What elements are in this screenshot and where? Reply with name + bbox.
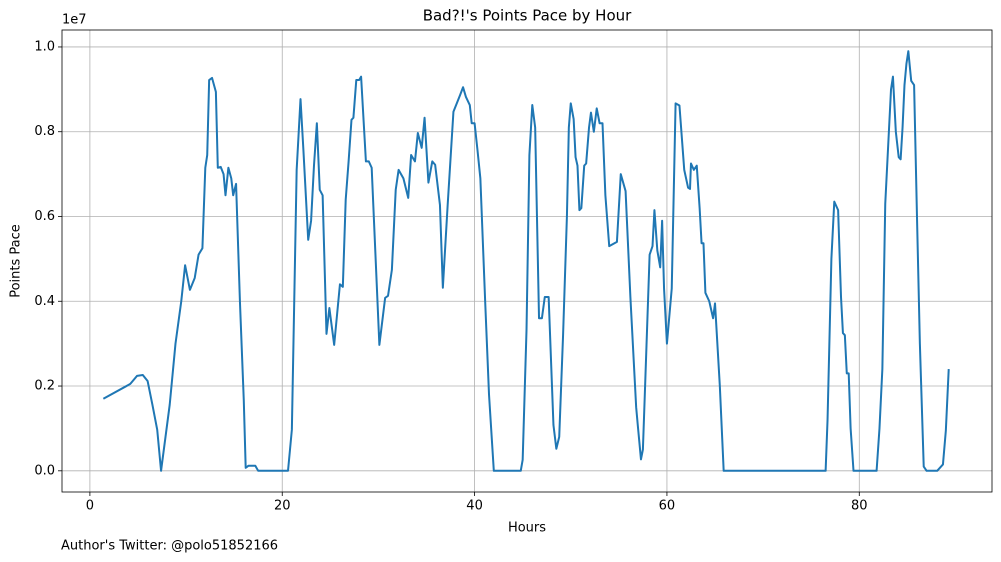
x-tick-label: 20	[274, 499, 291, 514]
y-axis-label: Points Pace	[9, 224, 24, 298]
footnote: Author's Twitter: @polo51852166	[61, 539, 278, 554]
chart-title: Bad?!'s Points Pace by Hour	[423, 7, 632, 25]
y-tick-label: 0.2	[34, 379, 55, 394]
y-offset-label: 1e7	[62, 13, 87, 28]
x-tick-label: 60	[659, 499, 676, 514]
y-tick-label: 0.0	[34, 463, 55, 478]
x-tick-label: 40	[466, 499, 483, 514]
x-tick-label: 80	[851, 499, 868, 514]
y-tick-label: 0.8	[34, 124, 55, 139]
y-tick-label: 0.4	[34, 294, 55, 309]
y-tick-label: 0.6	[34, 209, 55, 224]
data-line	[102, 50, 950, 472]
x-axis-label: Hours	[508, 521, 546, 536]
plot-frame	[61, 29, 993, 493]
x-tick-label: 0	[86, 499, 94, 514]
y-tick-label: 1.0	[34, 39, 55, 54]
